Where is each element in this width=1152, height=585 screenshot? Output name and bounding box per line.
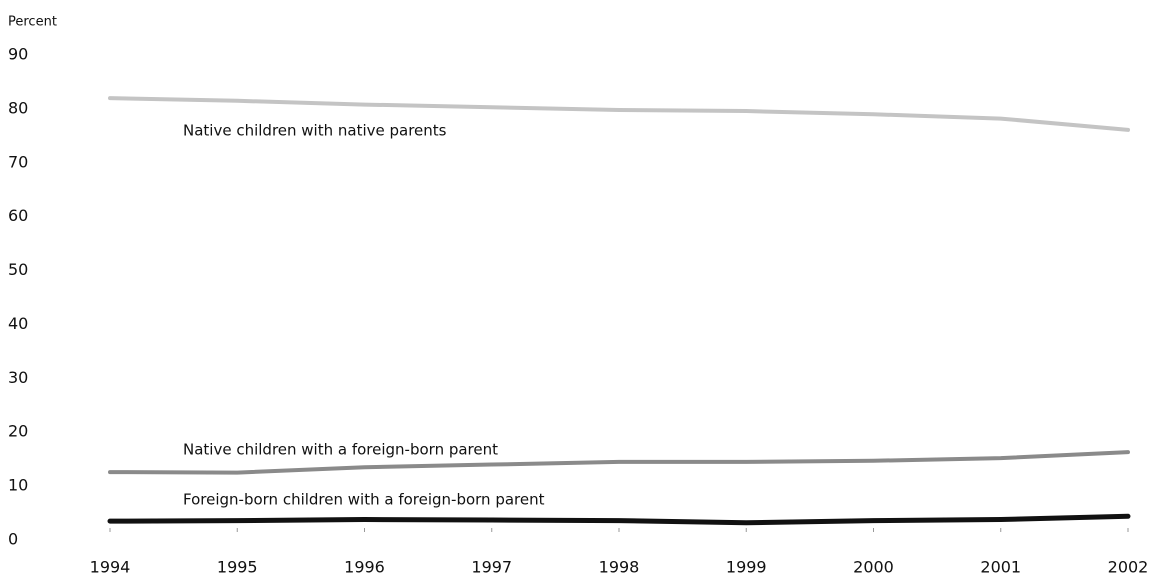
x-tick-label: 1997 [471,558,512,577]
y-tick-label: 80 [8,98,28,117]
series-label: Foreign-born children with a foreign-bor… [183,491,545,509]
y-tick-label: 10 [8,476,28,495]
x-tick-label: 2002 [1108,558,1149,577]
x-tick-label: 1998 [599,558,640,577]
y-tick-label: 20 [8,422,28,441]
y-tick-label: 60 [8,206,28,225]
line-series [107,513,1131,526]
y-tick-label: 90 [8,45,28,64]
x-tick-label: 2000 [853,558,894,577]
y-axis-label: Percent [8,15,57,30]
line-series [108,450,1130,475]
x-tick-label: 2001 [980,558,1021,577]
x-tick-label: 1994 [90,558,131,577]
y-tick-label: 70 [8,152,28,171]
y-tick-label: 0 [8,530,18,549]
x-tick-label: 1995 [217,558,258,577]
x-tick-label: 1999 [726,558,767,577]
line-series [108,96,1130,132]
y-tick-label: 30 [8,368,28,387]
series-label: Native children with native parents [183,122,447,140]
series-label: Native children with a foreign-born pare… [183,441,498,459]
x-tick-label: 1996 [344,558,385,577]
y-tick-label: 40 [8,314,28,333]
y-tick-label: 50 [8,260,28,279]
